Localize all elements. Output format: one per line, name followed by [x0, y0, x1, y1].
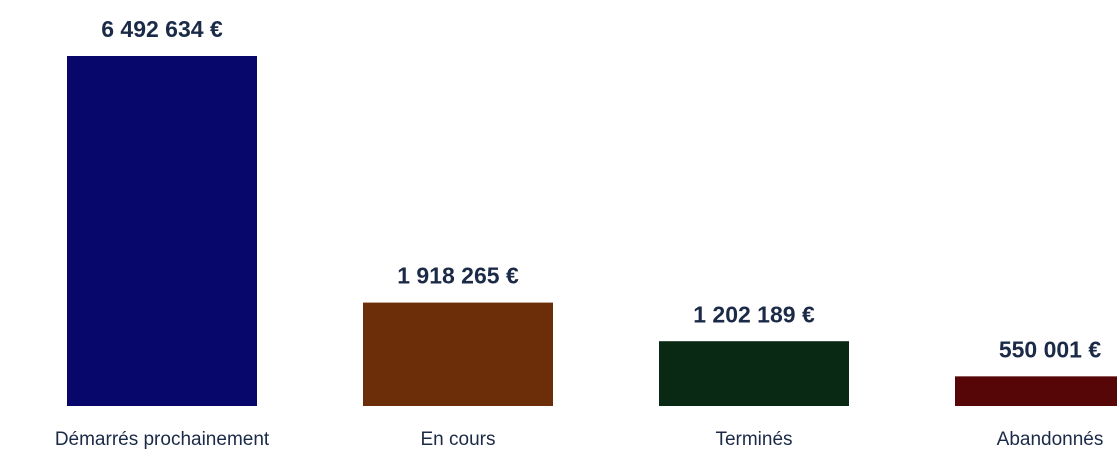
category-label: Terminés [715, 429, 792, 449]
bar [955, 376, 1117, 406]
category-label: Démarrés prochainement [55, 429, 270, 449]
value-label: 1 202 189 € [693, 301, 815, 327]
category-label: Abandonnés [997, 429, 1104, 449]
value-label: 1 918 265 € [397, 263, 519, 289]
bar [67, 56, 257, 406]
category-label: En cours [421, 429, 496, 449]
bar [659, 341, 849, 406]
bar [363, 302, 553, 406]
value-label: 550 001 € [999, 336, 1102, 362]
value-label: 6 492 634 € [101, 16, 223, 42]
